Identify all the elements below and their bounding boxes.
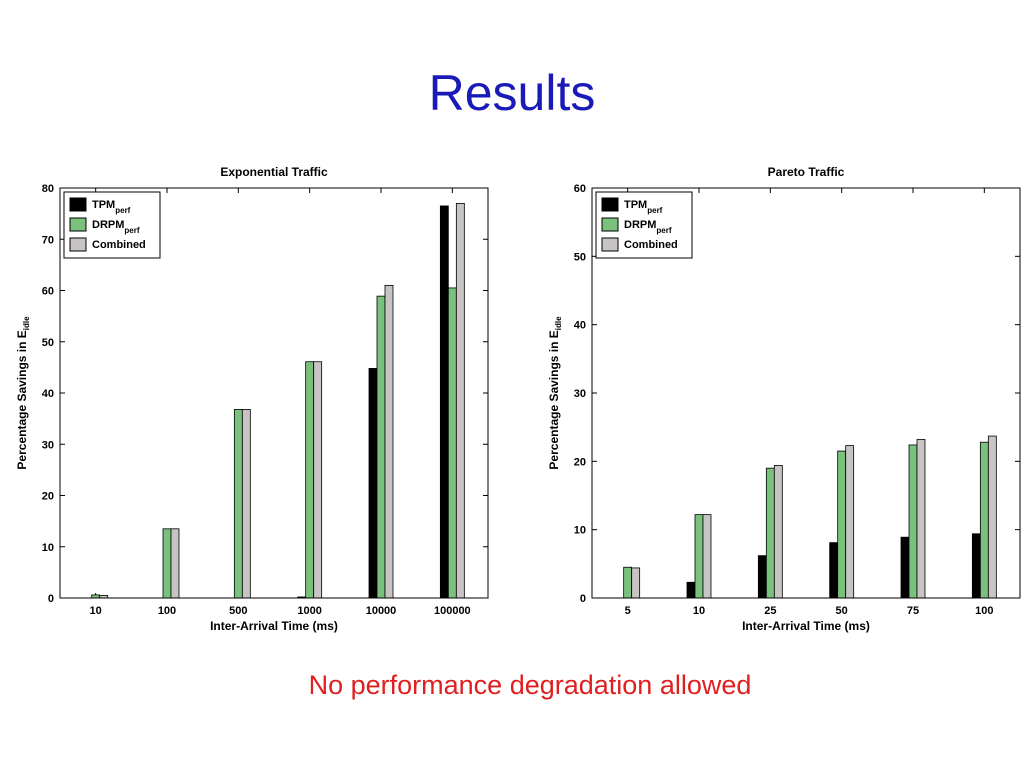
chart0-bar-tpm-100000 (439, 205, 449, 599)
chart1-ytick-label-0: 0 (580, 593, 586, 605)
chart1-bar-combined-100 (987, 435, 997, 599)
chart1-bar-drpm-75 (908, 444, 918, 599)
chart1-ytick-label-6: 60 (574, 183, 586, 195)
chart1-ytick-label-3: 30 (574, 388, 586, 400)
chart0-ytick-label-4: 40 (42, 388, 54, 400)
chart1-xtick-label-1: 10 (693, 605, 705, 617)
chart1-ytick-label-1: 10 (574, 525, 586, 537)
chart1-xlabel: Inter-Arrival Time (ms) (742, 619, 870, 633)
chart0-plot-frame (59, 187, 489, 599)
chart0-legend-label-combined: Combined (92, 239, 146, 251)
chart0-xtick-label-1: 100 (158, 605, 176, 617)
chart1-bar-drpm-100 (979, 441, 989, 599)
footnote: No performance degradation allowed (308, 670, 752, 700)
chart1-bar-drpm-10 (694, 514, 704, 599)
chart0-ytick-label-5: 50 (42, 337, 54, 349)
chart0-ytick-label-8: 80 (42, 183, 54, 195)
chart0-bar-tpm-10000 (368, 367, 378, 599)
chart0-title: Exponential Traffic (220, 165, 328, 179)
chart1-legend-swatch-drpm (601, 217, 619, 232)
chart1-bar-combined-75 (916, 439, 926, 599)
chart0-xtick-label-5: 100000 (434, 605, 471, 617)
chart0-bar-combined-100 (170, 528, 180, 599)
chart0-bar-drpm-100 (162, 528, 172, 599)
chart1-legend-label-drpm: DRPMperf (624, 219, 672, 235)
chart0-bar-combined-100000 (455, 202, 465, 599)
chart0-legend-label-tpm: TPMperf (92, 199, 131, 215)
chart0-bar-drpm-500 (233, 408, 243, 599)
chart1-xtick-label-5: 100 (975, 605, 993, 617)
chart0-ytick-label-7: 70 (42, 234, 54, 246)
chart0-ytick-label-2: 20 (42, 491, 54, 503)
chart0-bar-combined-1000 (313, 361, 323, 599)
chart1-bar-tpm-100 (971, 533, 981, 599)
chart1-bar-tpm-75 (900, 536, 910, 599)
pareto-traffic-chart: Pareto Traffic 0 10 20 30 40 50 60 Percentage Sa… (540, 158, 1024, 638)
chart0-ytick-label-6: 60 (42, 286, 54, 298)
chart1-legend-label-tpm: TPMperf (624, 199, 663, 215)
pareto-traffic-chart-svg: Pareto Traffic 0 10 20 30 40 50 60 Percentage Sa… (547, 165, 1021, 633)
chart1-bar-combined-10 (702, 514, 712, 599)
chart0-legend-swatch-drpm (69, 217, 87, 232)
chart1-title: Pareto Traffic (768, 165, 845, 179)
chart1-ytick-label-2: 20 (574, 456, 586, 468)
chart1-xtick-label-0: 5 (625, 605, 631, 617)
chart1-legend-label-combined: Combined (624, 239, 678, 251)
chart1-xtick-label-4: 75 (907, 605, 919, 617)
chart1-xtick-label-3: 50 (836, 605, 848, 617)
chart1-ylabel: Percentage Savings in Eidle (547, 316, 563, 470)
chart0-legend-swatch-tpm (69, 197, 87, 212)
chart1-plot-frame (591, 187, 1021, 599)
chart1-bar-combined-50 (845, 445, 855, 599)
chart0-legend-swatch-combined (69, 237, 87, 252)
chart0-ytick-label-1: 10 (42, 542, 54, 554)
chart0-bar-drpm-10000 (376, 295, 386, 599)
chart0-bar-drpm-100000 (447, 287, 457, 599)
chart1-bar-tpm-25 (757, 555, 767, 599)
chart0-xtick-label-3: 1000 (297, 605, 321, 617)
chart0-bar-drpm-1000 (305, 361, 315, 599)
chart1-xtick-label-2: 25 (764, 605, 776, 617)
chart0-xlabel: Inter-Arrival Time (ms) (210, 619, 338, 633)
chart1-bar-drpm-25 (765, 467, 775, 599)
chart1-bar-drpm-50 (837, 450, 847, 599)
slide-title: Results (428, 65, 596, 121)
chart1-ytick-label-4: 40 (574, 320, 586, 332)
chart1-legend-swatch-combined (601, 237, 619, 252)
chart1-ytick-label-5: 50 (574, 251, 586, 263)
chart0-bar-combined-10000 (384, 284, 394, 599)
chart1-bar-combined-25 (773, 465, 783, 599)
chart0-xtick-label-2: 500 (229, 605, 247, 617)
chart1-bar-tpm-10 (686, 581, 696, 599)
chart0-xtick-label-4: 10000 (366, 605, 397, 617)
chart1-bar-combined-5 (631, 567, 641, 599)
chart0-ytick-label-0: 0 (48, 593, 54, 605)
chart0-xtick-label-0: 10 (90, 605, 102, 617)
chart1-bar-tpm-50 (829, 542, 839, 599)
chart0-bar-combined-500 (241, 408, 251, 599)
exponential-traffic-chart: Exponential Traffic 0 10 20 30 40 50 60 70 80 Perc… (8, 158, 508, 638)
chart1-bar-drpm-5 (623, 566, 633, 599)
chart0-ytick-label-3: 30 (42, 439, 54, 451)
chart0-ylabel: Percentage Savings in Eidle (15, 316, 31, 470)
exponential-traffic-chart-svg: Exponential Traffic 0 10 20 30 40 50 60 70 80 Perc… (15, 165, 489, 633)
chart0-legend-label-drpm: DRPMperf (92, 219, 140, 235)
chart1-legend-swatch-tpm (601, 197, 619, 212)
